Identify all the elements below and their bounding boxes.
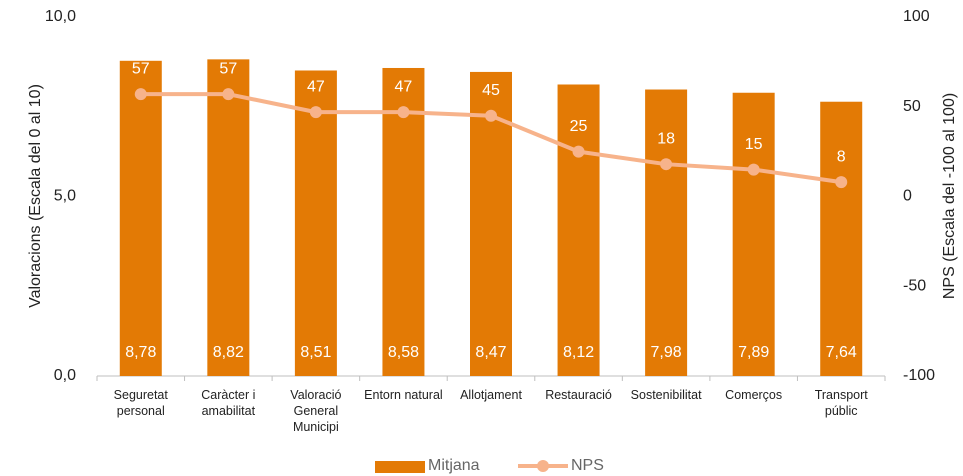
nps-point [397,106,410,119]
nps-point [572,145,585,158]
bar [207,59,250,376]
x-tick-label: Caràcter i amabilitat [201,388,256,418]
y-tick-label: 5,0 [54,188,76,205]
x-tick-label: Allotjament [460,388,522,402]
nps-point [660,158,673,171]
y2-tick-label: -100 [903,367,935,384]
y2-axis-title: NPS (Escala del -100 al 100) [941,93,958,299]
nps-point [222,88,235,101]
y2-tick-label: 50 [903,98,921,115]
bar [382,67,425,376]
nps-value-label: 18 [657,130,675,147]
x-tick-label: Transport públic [814,388,868,418]
bar-value-label: 8,78 [125,344,156,361]
x-tick-label: Comerços [725,388,783,402]
bar [732,92,775,377]
bar-value-label: 7,98 [651,344,682,361]
nps-value-label: 57 [132,60,150,77]
y-axis-title: Valoracions (Escala del 0 al 10) [27,84,44,308]
legend-label: NPS [571,457,604,474]
nps-value-label: 15 [745,136,763,153]
bar-value-label: 8,51 [300,344,331,361]
y2-tick-label: 0 [903,188,912,205]
legend-swatch [375,461,425,473]
bar-value-label: 8,58 [388,344,419,361]
bar [645,89,688,376]
nps-value-label: 47 [307,78,325,95]
bar [557,84,600,376]
nps-value-label: 45 [482,82,500,99]
legend-swatch [537,460,549,472]
y2-tick-label: 100 [903,8,930,25]
nps-point [747,163,760,176]
nps-point [309,106,322,119]
y2-tick-label: -50 [903,277,926,294]
bar-value-label: 8,47 [475,344,506,361]
x-tick-label: Entorn natural [364,388,443,402]
nps-point [835,176,848,189]
bar-value-label: 7,89 [738,344,769,361]
nps-value-label: 25 [570,118,588,135]
nps-value-label: 47 [395,78,413,95]
nps-point [485,109,497,122]
y-tick-label: 0,0 [54,367,76,384]
nps-value-label: 57 [219,60,237,77]
bar [119,60,162,376]
x-tick-label: Sostenibilitat [630,388,702,402]
bar-value-label: 8,82 [213,344,244,361]
legend-label: Mitjana [428,457,480,474]
x-tick-label: Restauració [545,388,612,402]
bar [820,101,863,376]
nps-point [134,88,147,101]
bar-value-label: 8,12 [563,344,594,361]
x-tick-label: Valoració General Municipi [290,388,342,434]
bar-value-label: 7,64 [826,344,857,361]
bar [294,70,337,376]
x-tick-label: Seguretat personal [113,388,168,418]
nps-value-label: 8 [837,148,846,165]
y-tick-label: 10,0 [45,8,76,25]
